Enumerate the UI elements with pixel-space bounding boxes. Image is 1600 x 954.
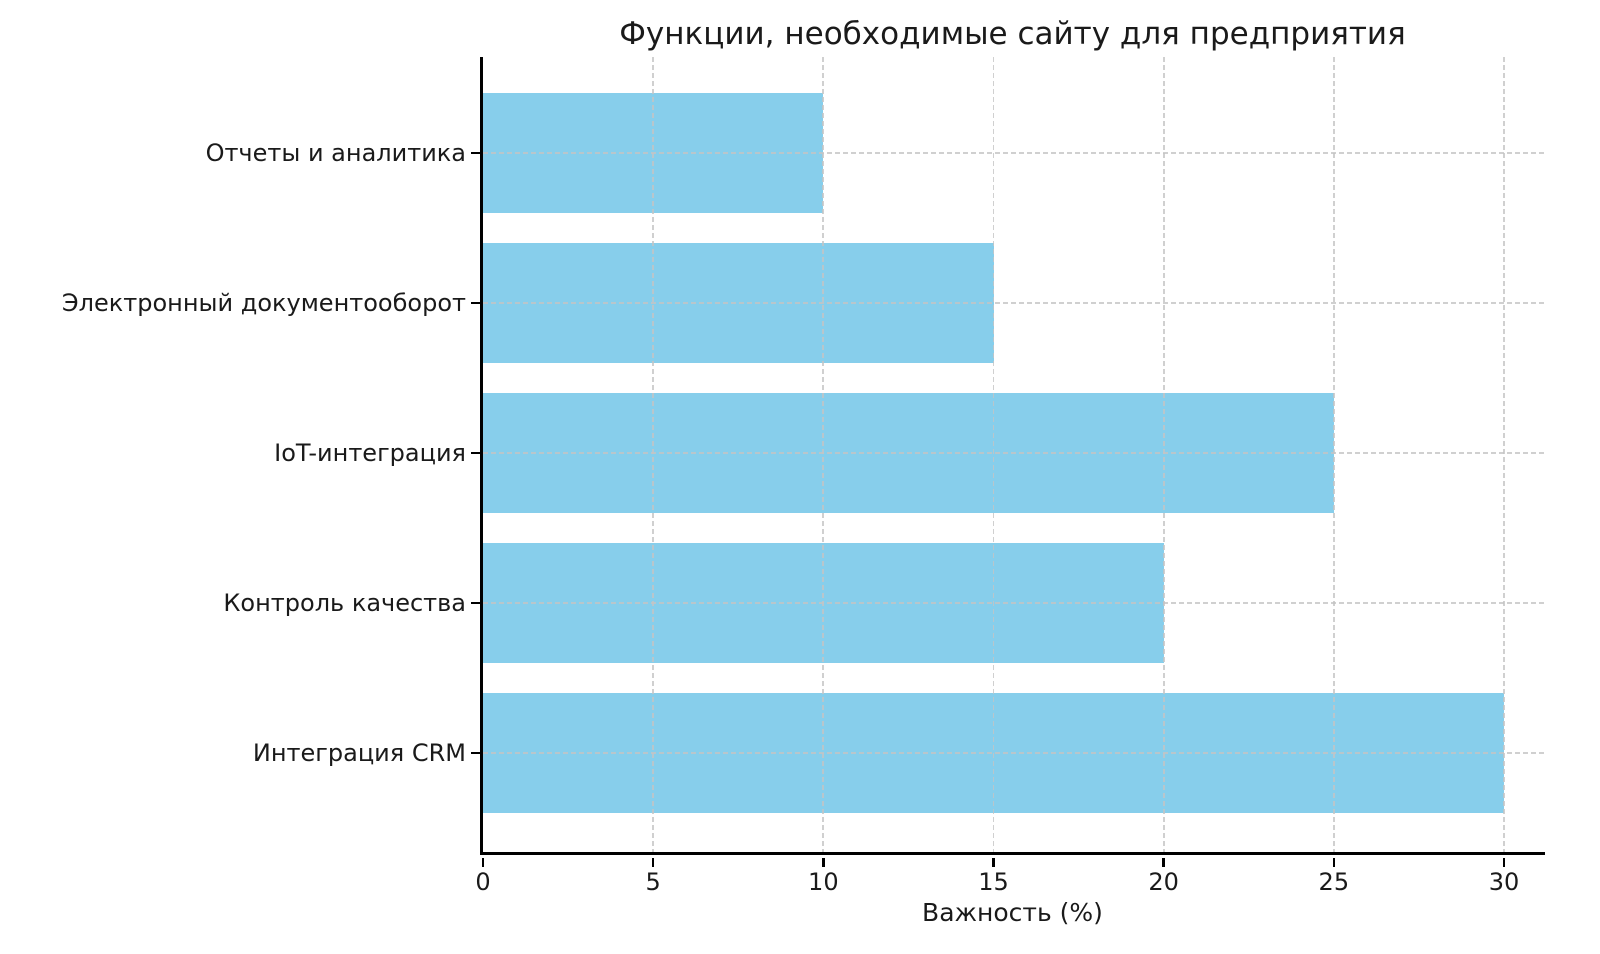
h-gridline [483, 602, 1545, 604]
x-tick-label: 0 [475, 868, 491, 896]
y-tick [471, 751, 480, 755]
v-gridline [652, 57, 655, 852]
y-tick-label: Интеграция CRM [252, 739, 466, 767]
y-tick [471, 451, 480, 455]
x-axis-label: Важность (%) [922, 898, 1103, 927]
v-gridline [992, 57, 995, 852]
h-gridline [483, 152, 1545, 154]
chart-title: Функции, необходимые сайту для предприят… [619, 16, 1406, 52]
y-tick [471, 151, 480, 155]
x-tick [1332, 858, 1336, 867]
y-tick [471, 301, 480, 305]
v-gridline [822, 57, 825, 852]
x-tick [1162, 858, 1165, 867]
y-tick-label: Отчеты и аналитика [205, 139, 466, 167]
x-tick-label: 20 [1148, 868, 1179, 896]
x-tick-label: 30 [1488, 868, 1520, 896]
x-tick-label: 15 [978, 868, 1009, 896]
v-gridline [1503, 57, 1505, 852]
h-gridline [483, 452, 1545, 454]
x-tick-label: 5 [645, 868, 661, 896]
y-tick-label: Контроль качества [223, 589, 466, 617]
x-tick-label: 10 [808, 868, 839, 896]
x-tick-label: 25 [1318, 868, 1350, 896]
h-gridline [483, 302, 1545, 304]
v-gridline [1332, 57, 1335, 852]
plot-area [480, 57, 1545, 855]
y-tick [471, 601, 480, 605]
h-gridline [483, 752, 1545, 754]
y-tick-label: Электронный документооборот [61, 289, 466, 317]
y-tick-label: IoT-интеграция [274, 439, 466, 467]
x-tick [1502, 858, 1506, 867]
x-tick [651, 858, 655, 867]
x-tick [822, 858, 825, 867]
v-gridline [1162, 57, 1165, 852]
x-tick [481, 858, 485, 867]
x-tick [992, 858, 995, 867]
